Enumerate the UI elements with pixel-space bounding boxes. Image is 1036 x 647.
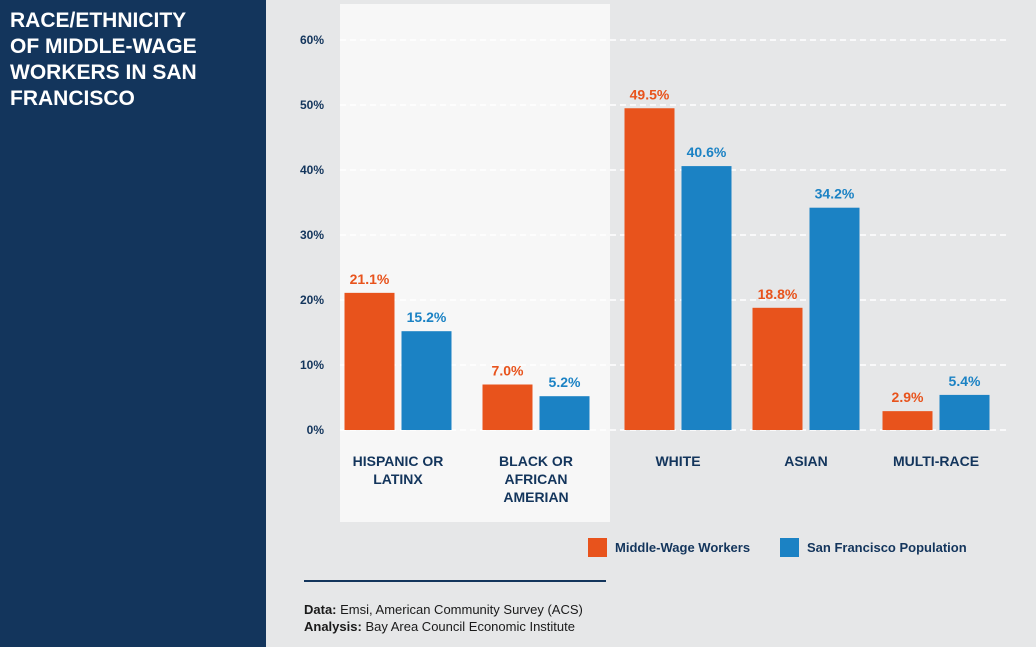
bar-middle-wage: [344, 292, 395, 430]
chart-title: RACE/ETHNICITY OF MIDDLE-WAGE WORKERS IN…: [10, 9, 197, 110]
bar-sf-population: [681, 166, 732, 430]
data-source-text: Emsi, American Community Survey (ACS): [340, 602, 583, 617]
analysis-source-line: Analysis: Bay Area Council Economic Inst…: [304, 618, 583, 635]
bar-sf-population: [939, 394, 990, 430]
legend-swatch-middle-wage: [588, 538, 607, 557]
y-tick-label: 0%: [307, 423, 325, 437]
source-divider: [304, 580, 606, 582]
highlight-panel: [340, 4, 610, 522]
category-label: MULTI-RACE: [893, 453, 979, 469]
data-label: 2.9%: [892, 389, 924, 405]
bar-sf-population: [539, 396, 590, 430]
side-panel: RACE/ETHNICITY OF MIDDLE-WAGE WORKERS IN…: [0, 0, 266, 647]
y-tick-label: 50%: [300, 98, 324, 112]
bar-chart: 0% 10% 20% 30% 40% 50% 60% 21.1% 15.2% HISPANIC O…: [300, 4, 1006, 557]
data-label: 21.1%: [350, 271, 390, 287]
category-label: BLACK OR AFRICAN AMERIAN: [499, 453, 573, 505]
legend-swatch-sf-population: [780, 538, 799, 557]
category-label: ASIAN: [784, 453, 828, 469]
analysis-source-text: Bay Area Council Economic Institute: [365, 619, 575, 634]
data-label: 34.2%: [815, 186, 855, 202]
category-label: WHITE: [655, 453, 700, 469]
analysis-source-label: Analysis:: [304, 619, 362, 634]
data-label: 18.8%: [758, 286, 798, 302]
bar-middle-wage: [482, 384, 533, 430]
source-note: Data: Emsi, American Community Survey (A…: [304, 601, 583, 635]
data-label: 15.2%: [407, 309, 447, 325]
data-label: 5.4%: [949, 373, 981, 389]
bar-middle-wage: [624, 108, 675, 430]
data-label: 5.2%: [549, 374, 581, 390]
category-label: HISPANIC OR LATINX: [353, 453, 444, 487]
bar-sf-population: [809, 207, 860, 430]
data-source-label: Data:: [304, 602, 337, 617]
data-label: 7.0%: [492, 363, 524, 379]
data-source-line: Data: Emsi, American Community Survey (A…: [304, 601, 583, 618]
data-label: 49.5%: [630, 86, 670, 102]
legend-label: San Francisco Population: [807, 540, 967, 555]
legend-label: Middle-Wage Workers: [615, 540, 750, 555]
y-tick-label: 10%: [300, 358, 324, 372]
data-label: 40.6%: [687, 144, 727, 160]
y-tick-label: 20%: [300, 293, 324, 307]
bar-sf-population: [401, 331, 452, 430]
y-tick-label: 60%: [300, 33, 324, 47]
y-tick-label: 30%: [300, 228, 324, 242]
bar-middle-wage: [752, 307, 803, 430]
bar-middle-wage: [882, 411, 933, 430]
y-tick-label: 40%: [300, 163, 324, 177]
